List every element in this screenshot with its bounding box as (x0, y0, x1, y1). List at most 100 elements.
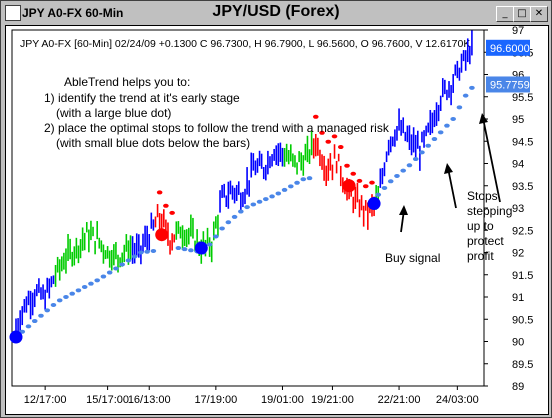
stop-dot (225, 220, 232, 225)
stop-dot (462, 93, 469, 98)
stop-dot (125, 258, 132, 263)
stop-dot (144, 249, 150, 254)
stop-dot (231, 214, 238, 219)
stop-dot (100, 274, 107, 279)
stop-dot (106, 270, 113, 275)
stops-arrowhead-2 (479, 113, 488, 124)
last-price-label: 96.6000 (490, 43, 530, 55)
annotation-point2: 2) place the optimal stops to follow the… (44, 121, 390, 135)
annotation-point1b: (with a large blue dot) (56, 106, 171, 120)
stops-arrow-1 (447, 167, 457, 209)
stop-dot (437, 130, 444, 135)
stop-dot (119, 262, 125, 267)
last-price-box (486, 39, 530, 56)
stop-dot (381, 185, 388, 190)
stop-dot (38, 313, 44, 318)
y-tick-label: 93 (512, 203, 524, 215)
stop-dot (31, 319, 38, 324)
y-tick-label: 90 (512, 337, 524, 349)
stop-dot (394, 173, 400, 178)
stop-dot (188, 248, 194, 253)
stop-dot (312, 114, 319, 119)
stop-dot (344, 163, 350, 168)
stop-dot (150, 249, 157, 254)
minimize-button[interactable]: _ (496, 6, 514, 22)
stop-dot (75, 288, 82, 293)
stops-label-line: Stops (467, 189, 498, 203)
annotation-point1: 1) identify the trend at it's early stag… (44, 91, 240, 105)
buy-signal-label: Buy signal (385, 251, 440, 265)
stop-dot (244, 205, 250, 210)
y-tick-label: 89 (512, 381, 524, 393)
stop-dot (306, 176, 313, 181)
stop-dot (88, 281, 94, 286)
stop-dot (25, 324, 32, 329)
stop-dot (406, 163, 413, 168)
stop-dot (387, 179, 394, 184)
y-tick-label: 90.5 (512, 314, 533, 326)
stop-dot (131, 254, 138, 259)
stop-dot (56, 298, 63, 303)
stop-dot (113, 266, 119, 271)
stop-dot (450, 117, 456, 121)
stop-dot (337, 145, 344, 150)
chart-plot-area[interactable]: 89 89.5 90 90.5 91 91.5 92 92.5 93 93.5 94 94.5 95 95… (5, 25, 549, 415)
stop-dot (431, 137, 438, 142)
stop-dot (69, 291, 76, 296)
stop-dot (356, 178, 363, 183)
y-tick-label: 92 (512, 248, 524, 260)
sell-signal-dot (342, 179, 356, 193)
stop-dot (419, 150, 425, 155)
x-tick-label: 24/03:00 (436, 394, 479, 406)
chart-app-icon (5, 5, 21, 21)
stop-dot (206, 242, 213, 247)
x-tick-label: 19/01:00 (261, 394, 304, 406)
title-bar[interactable]: JPY A0-FX 60-Min JPY/USD (Forex) _ □ ✕ (2, 2, 550, 24)
stop-dot (362, 184, 369, 189)
stop-dot (44, 308, 51, 313)
maximize-button[interactable]: □ (513, 6, 531, 22)
y-tick-label: 89.5 (512, 359, 533, 371)
buy-signal-arrowhead (399, 205, 408, 215)
stop-dot (138, 250, 144, 255)
stop-price-box (486, 76, 530, 93)
stop-dot (294, 180, 300, 185)
x-tick-label: 22/21:00 (378, 394, 421, 406)
window-title: JPY A0-FX 60-Min (22, 6, 124, 20)
stop-dot (263, 197, 269, 202)
y-tick-label: 92.5 (512, 225, 533, 237)
stop-dot (288, 184, 294, 189)
y-tick-label: 91.5 (512, 270, 533, 282)
stop-dot (238, 209, 244, 214)
stop-dot (319, 130, 325, 135)
stop-dot (350, 171, 357, 176)
buy-signal-dot (194, 241, 208, 255)
stop-dot (281, 187, 288, 192)
x-tick-label: 12/17:00 (24, 394, 67, 406)
stop-dot (81, 284, 88, 289)
stop-dot (425, 143, 432, 148)
stops-label-line: protect (467, 234, 504, 248)
stops-arrowhead-1 (444, 163, 453, 174)
stop-dot (469, 85, 475, 90)
y-tick-label: 94 (512, 159, 524, 171)
stop-dot (50, 303, 57, 308)
price-chart[interactable]: 89 89.5 90 90.5 91 91.5 92 92.5 93 93.5 94 94.5 95 95… (6, 26, 548, 414)
annotation-point2b: (with small blue dots below the bars) (56, 136, 250, 150)
stop-dot (94, 278, 100, 283)
y-tick-label: 95.5 (512, 92, 533, 104)
y-tick-label: 94.5 (512, 136, 533, 148)
stop-dot (412, 157, 419, 162)
y-tick-label: 97 (512, 26, 524, 37)
y-tick-label: 93.5 (512, 181, 533, 193)
stop-dot (325, 139, 332, 144)
stop-dot (19, 329, 26, 334)
y-tick-label: 95 (512, 114, 524, 126)
stops-label-line: up to (467, 219, 494, 233)
stop-dot (219, 226, 225, 231)
x-tick-label: 19/21:00 (311, 394, 354, 406)
buy-signal-dot (9, 330, 23, 344)
close-button[interactable]: ✕ (530, 6, 548, 22)
stop-dot (369, 180, 375, 185)
